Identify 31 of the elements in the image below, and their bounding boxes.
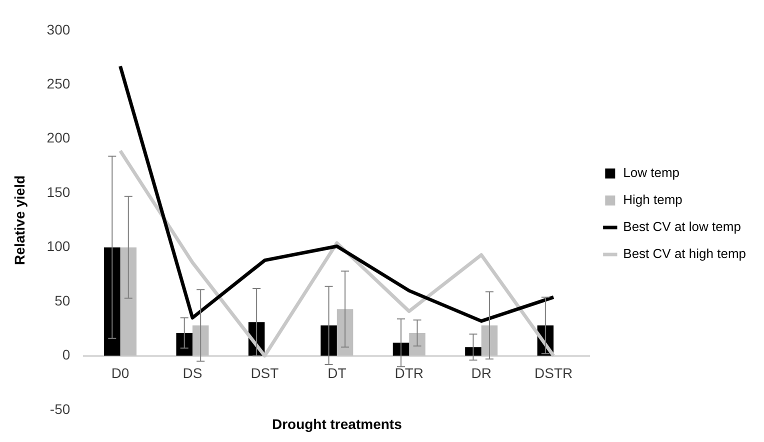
- bar: [465, 347, 482, 356]
- y-tick-label: 0: [62, 346, 70, 363]
- y-tick-label: 150: [46, 184, 70, 200]
- x-tick-label: DT: [328, 365, 347, 382]
- x-tick-label: DS: [182, 365, 202, 382]
- bar: [336, 309, 354, 356]
- bar: [192, 325, 209, 356]
- x-tick-label: DST: [250, 365, 280, 382]
- legend-label: High temp: [623, 192, 682, 208]
- bar: [120, 247, 137, 356]
- y-tick-label: -50: [50, 400, 70, 417]
- y-tick-label: 300: [46, 21, 70, 38]
- x-tick-label: D0: [111, 365, 130, 382]
- bar: [320, 325, 337, 356]
- x-axis-title: Drought treatments: [272, 416, 402, 432]
- y-tick-label: 250: [46, 75, 70, 92]
- x-tick-label: DSTR: [534, 365, 573, 382]
- x-tick-label: DR: [471, 365, 492, 382]
- x-tick-label: DTR: [394, 365, 424, 382]
- y-tick-label: 200: [46, 130, 70, 146]
- y-axis-title: Relative yield: [11, 175, 28, 265]
- bar: [409, 332, 426, 356]
- legend-label: Best CV at low temp: [623, 219, 741, 234]
- y-tick-label: 100: [46, 238, 70, 254]
- bar: [104, 247, 120, 356]
- legend-label: Low temp: [623, 165, 680, 180]
- bar: [392, 342, 410, 356]
- bar: [481, 325, 498, 356]
- bar: [176, 332, 192, 356]
- legend-label: Best CV at high temp: [623, 246, 746, 262]
- y-tick-label: 50: [54, 292, 70, 308]
